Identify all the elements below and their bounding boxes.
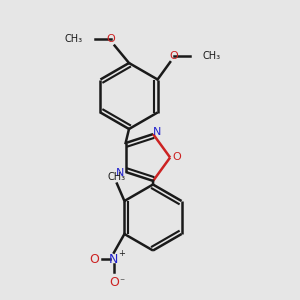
Text: CH₃: CH₃ — [202, 51, 220, 61]
Text: N: N — [153, 127, 161, 137]
Text: O: O — [109, 276, 119, 289]
Text: +: + — [118, 249, 124, 258]
Text: O: O — [89, 253, 99, 266]
Text: N: N — [109, 253, 119, 266]
Text: CH₃: CH₃ — [64, 34, 82, 44]
Text: O: O — [170, 51, 178, 61]
Text: CH₃: CH₃ — [108, 172, 126, 182]
Text: ⁻: ⁻ — [119, 278, 124, 288]
Text: O: O — [106, 34, 115, 44]
Text: N: N — [116, 168, 124, 178]
Text: O: O — [172, 152, 181, 163]
